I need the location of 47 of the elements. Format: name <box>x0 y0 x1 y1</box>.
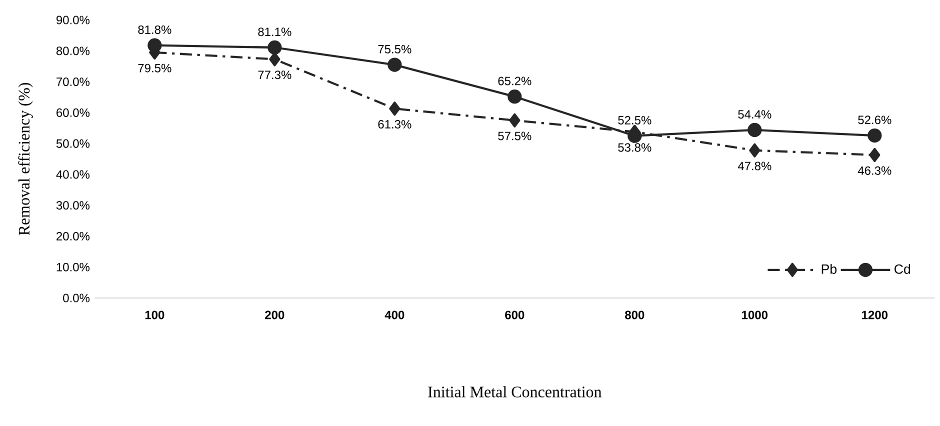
point <box>749 143 760 158</box>
x-tick-label: 1200 <box>862 310 888 320</box>
x-tick-label: 400 <box>384 310 404 320</box>
data-label: 79.5% <box>138 64 172 72</box>
data-label: 57.5% <box>498 132 532 140</box>
data-label: 46.3% <box>858 166 892 175</box>
point <box>509 113 520 128</box>
y-tick-label: 90.0% <box>56 16 90 24</box>
y-tick-label: 0.0% <box>63 294 90 302</box>
point <box>268 40 282 55</box>
data-label: 53.8% <box>618 143 652 152</box>
x-tick-label: 600 <box>505 310 524 320</box>
point <box>269 52 280 66</box>
data-label: 81.1% <box>258 28 292 36</box>
point <box>628 128 642 143</box>
y-tick-label: 20.0% <box>56 232 90 240</box>
y-tick-label: 30.0% <box>56 201 90 210</box>
data-label: 52.6% <box>858 116 892 124</box>
x-tick-label: 100 <box>145 310 164 320</box>
point <box>748 122 762 138</box>
point <box>388 58 402 72</box>
data-label: 54.4% <box>738 110 772 119</box>
data-label: 81.8% <box>138 25 172 34</box>
data-label: 52.5% <box>618 116 652 124</box>
data-label: 75.5% <box>378 44 412 54</box>
x-tick-label: 1000 <box>742 310 768 320</box>
y-tick-label: 10.0% <box>56 262 90 272</box>
point <box>389 102 400 116</box>
y-tick-label: 80.0% <box>56 46 90 56</box>
legend-label: Cd <box>894 264 910 274</box>
data-label: 77.3% <box>258 70 292 80</box>
x-tick-label: 800 <box>625 310 644 320</box>
point <box>508 90 522 104</box>
y-axis-title: Removal efficiency (%) <box>18 83 33 236</box>
y-tick-label: 70.0% <box>56 78 90 86</box>
point <box>148 38 162 52</box>
data-label: 61.3% <box>378 120 412 129</box>
y-tick-label: 40.0% <box>56 170 90 179</box>
y-tick-label: 60.0% <box>56 108 90 117</box>
x-axis-title: Initial Metal Concentration <box>428 386 602 398</box>
point <box>869 148 880 162</box>
data-label: 47.8% <box>738 162 772 170</box>
legend-label: Pb <box>822 264 837 274</box>
y-tick-label: 50.0% <box>56 139 90 148</box>
point <box>868 128 882 143</box>
data-label: 65.2% <box>498 76 532 86</box>
x-tick-label: 200 <box>265 310 284 320</box>
